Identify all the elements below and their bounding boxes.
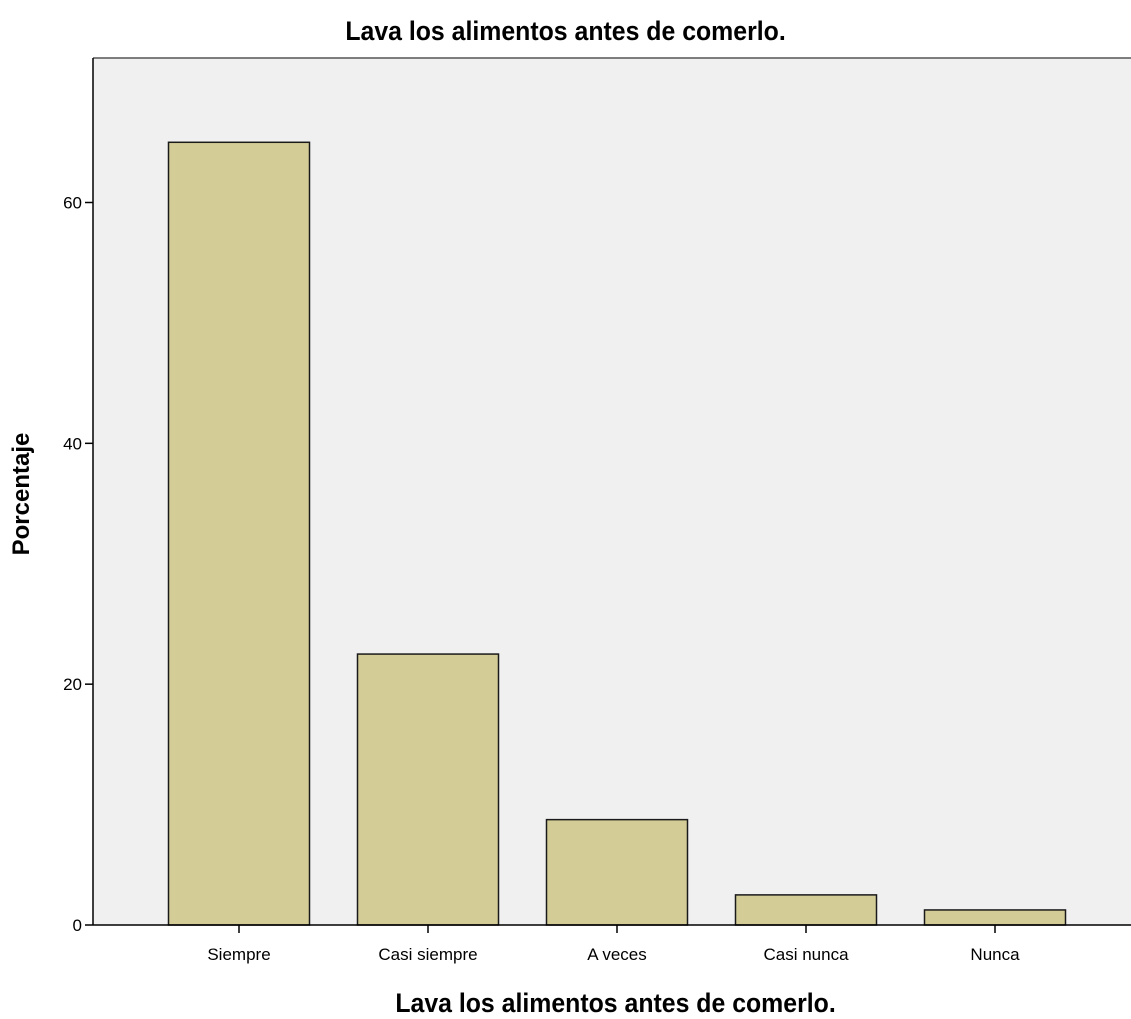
x-tick-label: Casi nunca <box>763 945 849 964</box>
x-tick-label: Nunca <box>970 945 1020 964</box>
chart-title: Lava los alimentos antes de comerlo. <box>345 16 786 46</box>
x-tick-label: A veces <box>587 945 647 964</box>
x-axis-title: Lava los alimentos antes de comerlo. <box>395 988 836 1018</box>
bar-siempre <box>167 141 311 926</box>
y-tick-label: 60 <box>63 194 82 213</box>
bar-casi-nunca <box>734 894 878 926</box>
bar-a-veces <box>545 818 689 926</box>
bar-casi-siempre <box>356 653 500 926</box>
bar-nunca <box>923 909 1067 926</box>
y-tick-label: 0 <box>73 916 82 935</box>
y-axis-title: Porcentaje <box>8 432 35 556</box>
x-tick-label: Casi siempre <box>378 945 477 964</box>
y-tick-label: 40 <box>63 434 82 453</box>
x-tick-label: Siempre <box>207 945 270 964</box>
y-tick-label: 20 <box>63 675 82 694</box>
